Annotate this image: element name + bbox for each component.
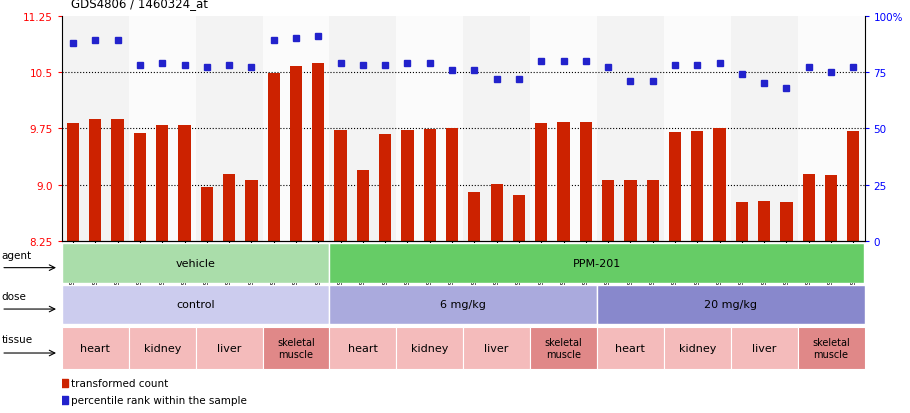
Bar: [513, 195, 525, 242]
Bar: [196, 327, 262, 369]
Text: kidney: kidney: [144, 343, 181, 353]
Bar: [781, 203, 793, 242]
Bar: [597, 327, 664, 369]
Bar: [62, 17, 129, 242]
Bar: [463, 17, 530, 242]
Bar: [401, 131, 413, 242]
Bar: [463, 327, 530, 369]
Bar: [67, 124, 79, 242]
Bar: [647, 181, 659, 242]
Text: 6 mg/kg: 6 mg/kg: [440, 299, 486, 310]
Bar: [329, 17, 396, 242]
Bar: [357, 170, 369, 242]
Bar: [664, 17, 731, 242]
Bar: [329, 285, 597, 324]
Bar: [335, 131, 347, 242]
Bar: [62, 327, 129, 369]
Text: heart: heart: [80, 343, 110, 353]
Bar: [736, 203, 748, 242]
Bar: [312, 64, 324, 242]
Bar: [329, 327, 396, 369]
Bar: [290, 67, 302, 242]
Bar: [246, 180, 258, 242]
Bar: [262, 327, 329, 369]
Text: liver: liver: [752, 343, 776, 353]
Text: skeletal
muscle: skeletal muscle: [813, 337, 850, 359]
Bar: [713, 129, 725, 242]
Bar: [262, 17, 329, 242]
Bar: [847, 132, 859, 242]
Bar: [329, 244, 864, 283]
Text: percentile rank within the sample: percentile rank within the sample: [71, 395, 247, 405]
Bar: [558, 123, 570, 242]
Text: kidney: kidney: [679, 343, 716, 353]
Text: GDS4806 / 1460324_at: GDS4806 / 1460324_at: [71, 0, 208, 10]
Bar: [597, 17, 664, 242]
Text: skeletal
muscle: skeletal muscle: [545, 337, 582, 359]
Bar: [129, 17, 196, 242]
Bar: [469, 193, 480, 242]
Bar: [692, 131, 703, 242]
Bar: [134, 133, 146, 242]
Bar: [669, 133, 681, 242]
Bar: [490, 185, 502, 242]
Bar: [157, 125, 168, 242]
Bar: [664, 327, 731, 369]
Bar: [597, 285, 864, 324]
Bar: [731, 17, 797, 242]
Bar: [797, 17, 864, 242]
Text: liver: liver: [484, 343, 509, 353]
Text: PPM-201: PPM-201: [572, 258, 622, 268]
Text: transformed count: transformed count: [71, 378, 168, 388]
Text: kidney: kidney: [411, 343, 449, 353]
Bar: [89, 119, 101, 242]
Bar: [731, 327, 797, 369]
Text: heart: heart: [348, 343, 378, 353]
Bar: [201, 188, 213, 242]
Text: skeletal
muscle: skeletal muscle: [278, 337, 315, 359]
Bar: [602, 181, 614, 242]
Bar: [624, 181, 636, 242]
Bar: [446, 129, 458, 242]
Bar: [112, 120, 124, 242]
Bar: [129, 327, 196, 369]
Bar: [803, 174, 814, 242]
Text: heart: heart: [615, 343, 645, 353]
Bar: [178, 126, 190, 242]
Bar: [424, 130, 436, 242]
Bar: [396, 327, 463, 369]
Text: vehicle: vehicle: [176, 258, 216, 268]
Text: dose: dose: [1, 292, 26, 302]
Bar: [530, 17, 597, 242]
Bar: [758, 202, 770, 242]
Bar: [223, 175, 235, 242]
Text: control: control: [177, 299, 215, 310]
Text: liver: liver: [217, 343, 241, 353]
Bar: [396, 17, 463, 242]
Bar: [797, 327, 864, 369]
Bar: [535, 124, 547, 242]
Bar: [580, 123, 592, 242]
Text: 20 mg/kg: 20 mg/kg: [704, 299, 757, 310]
Bar: [62, 244, 329, 283]
Bar: [530, 327, 597, 369]
Bar: [825, 176, 837, 242]
Text: tissue: tissue: [1, 334, 33, 344]
Bar: [62, 285, 329, 324]
Text: agent: agent: [1, 250, 31, 261]
Bar: [268, 74, 279, 242]
Bar: [196, 17, 262, 242]
Bar: [379, 134, 391, 242]
